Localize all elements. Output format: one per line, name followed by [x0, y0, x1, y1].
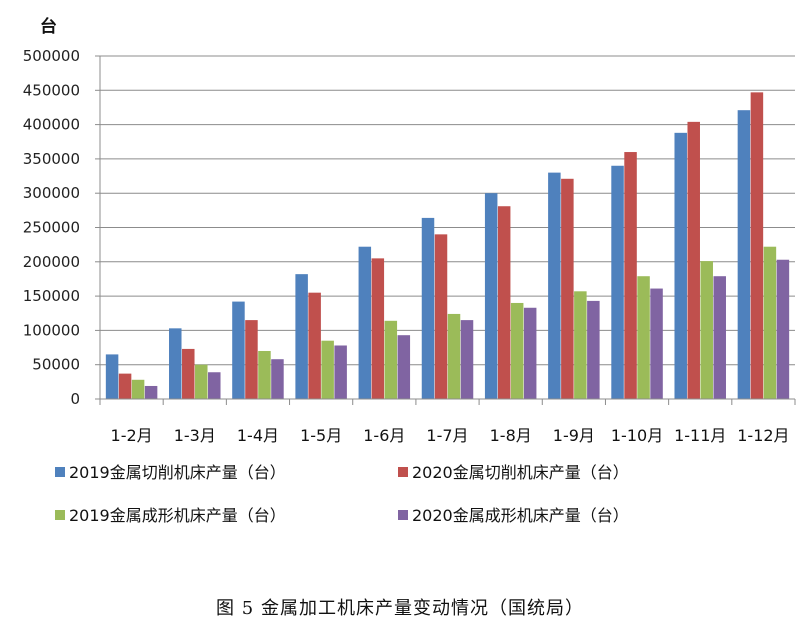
bar-series-3	[763, 246, 777, 399]
x-tick-label: 1-9月	[553, 426, 595, 445]
bar-series-2	[434, 234, 448, 399]
bar-series-2	[624, 152, 637, 399]
bar-series-3	[321, 340, 334, 399]
y-tick-label: 50000	[32, 356, 80, 374]
bar-series-1	[421, 217, 435, 399]
bar-series-1	[484, 193, 498, 399]
bar-series-3	[700, 261, 713, 399]
bar-series-4	[334, 345, 347, 399]
x-tick-label: 1-12月	[737, 426, 789, 445]
x-tick-label: 1-11月	[674, 426, 726, 445]
y-unit-label: 台	[40, 16, 57, 37]
y-axis: 0 50000 100000 150000 200000 250000 300000 3500…	[23, 47, 101, 408]
legend-label-series-4: 2020金属成形机床产量（台）	[412, 506, 629, 525]
bar-series-3	[447, 313, 461, 399]
bar-series-1	[295, 274, 308, 399]
bar-series-4	[650, 288, 663, 399]
y-tick-label: 450000	[23, 81, 80, 99]
bar-series-4	[271, 359, 284, 399]
legend-label-series-3: 2019金属成形机床产量（台）	[69, 506, 286, 525]
legend-swatch-series-1	[55, 467, 65, 477]
y-tick-label: 500000	[23, 47, 80, 65]
x-tick-label: 1-8月	[490, 426, 532, 445]
bar-series-3	[258, 350, 271, 399]
bar-series-1	[358, 246, 372, 399]
bar-series-4	[587, 300, 600, 399]
x-axis: 1-2月 1-3月 1-4月 1-5月 1-6月 1-7月 1-8月 1-9月 1-10月 1-1…	[99, 398, 796, 445]
bar-series-4	[713, 276, 726, 399]
bar-series-2	[497, 206, 511, 399]
bar-series-2	[371, 258, 385, 399]
grid-lines	[100, 55, 795, 366]
bar-series-3	[574, 291, 587, 399]
legend: 2019金属切削机床产量（台） 2020金属切削机床产量（台） 2019金属成形机床…	[55, 463, 629, 525]
bar-series-4	[776, 259, 790, 399]
legend-label-series-1: 2019金属切削机床产量（台）	[69, 463, 286, 482]
bar-series-4	[208, 372, 221, 399]
bar-series-2	[561, 178, 574, 399]
bar-series-2	[182, 348, 195, 399]
bars	[105, 92, 790, 400]
y-tick-label: 300000	[23, 184, 80, 202]
bar-series-4	[523, 307, 537, 399]
bar-series-1	[169, 328, 182, 399]
bar-series-1	[105, 354, 119, 399]
bar-series-1	[232, 301, 245, 399]
bar-series-3	[510, 302, 524, 399]
bar-series-2	[750, 92, 764, 400]
legend-swatch-series-2	[398, 467, 408, 477]
legend-swatch-series-3	[55, 510, 65, 520]
bar-series-1	[737, 110, 751, 399]
bar-series-2	[308, 292, 321, 399]
y-tick-label: 100000	[23, 321, 80, 339]
figure-caption: 图 5 金属加工机床产量变动情况（国统局）	[216, 598, 584, 619]
bar-series-2	[245, 320, 258, 399]
x-tick-label: 1-6月	[363, 426, 405, 445]
x-tick-label: 1-7月	[426, 426, 468, 445]
x-tick-label: 1-5月	[300, 426, 342, 445]
bar-series-2	[687, 121, 700, 400]
bar-series-4	[460, 320, 474, 399]
x-tick-label: 1-10月	[611, 426, 663, 445]
bar-series-1	[674, 132, 687, 399]
bar-series-3	[195, 364, 208, 399]
y-tick-label: 400000	[23, 116, 80, 134]
bar-series-4	[144, 385, 158, 399]
bar-series-1	[548, 172, 561, 399]
x-tick-label: 1-3月	[174, 426, 216, 445]
legend-label-series-2: 2020金属切削机床产量（台）	[412, 463, 629, 482]
bar-series-3	[131, 379, 145, 399]
x-tick-label: 1-4月	[237, 426, 279, 445]
y-tick-label: 0	[70, 390, 80, 408]
bar-series-4	[397, 335, 411, 399]
bar-series-1	[611, 165, 624, 399]
y-tick-label: 250000	[23, 219, 80, 237]
legend-swatch-series-4	[398, 510, 408, 520]
bar-series-3	[384, 320, 398, 399]
bar-chart: 台 0 50000 100000 150000 200000 250000 300000 35…	[23, 16, 796, 525]
y-tick-label: 150000	[23, 287, 80, 305]
bar-series-2	[118, 373, 132, 399]
x-tick-label: 1-2月	[111, 426, 153, 445]
bar-series-3	[637, 276, 650, 399]
y-tick-label: 200000	[23, 253, 80, 271]
y-tick-label: 350000	[23, 150, 80, 168]
